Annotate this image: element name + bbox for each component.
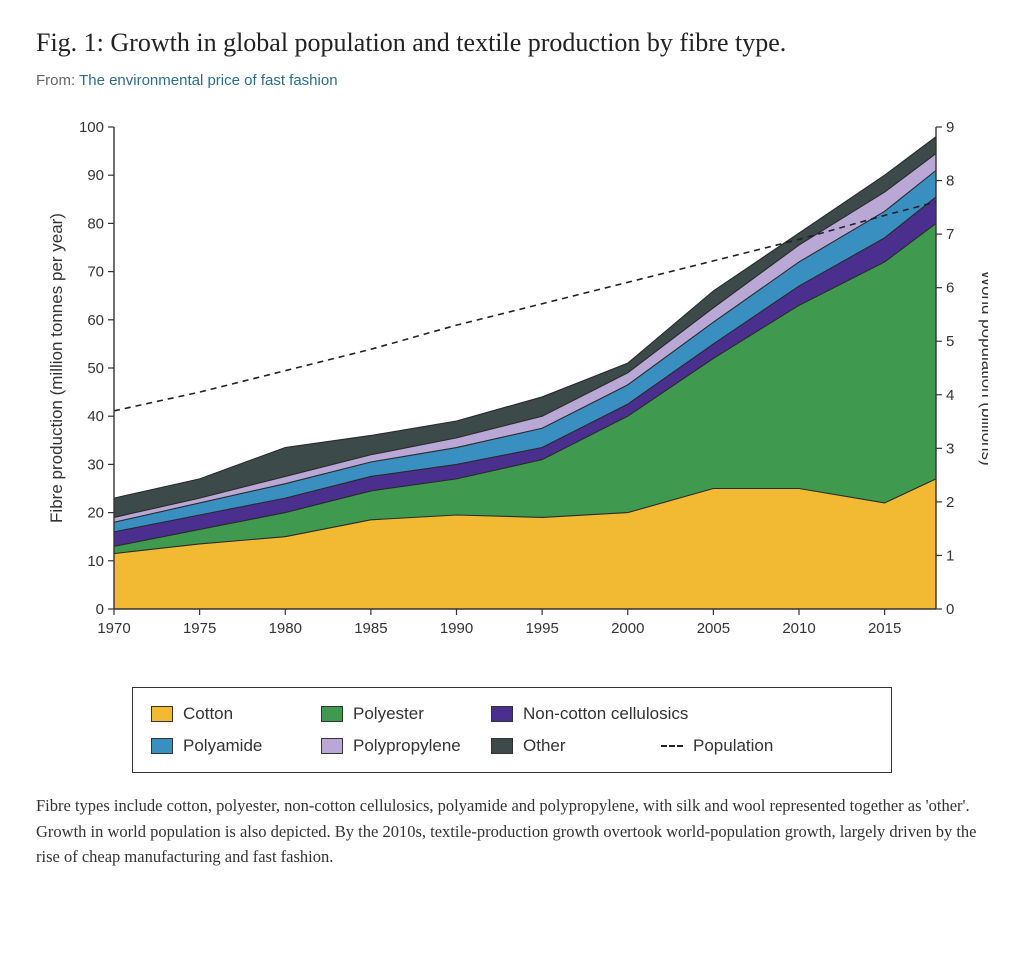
svg-text:2010: 2010 xyxy=(782,620,815,637)
svg-text:2000: 2000 xyxy=(611,620,644,637)
svg-text:1975: 1975 xyxy=(183,620,216,637)
svg-text:1990: 1990 xyxy=(440,620,473,637)
svg-text:1980: 1980 xyxy=(269,620,302,637)
svg-text:90: 90 xyxy=(87,167,104,184)
y-left-label: Fibre production (million tonnes per yea… xyxy=(47,213,66,523)
svg-text:100: 100 xyxy=(79,119,104,136)
svg-text:40: 40 xyxy=(87,408,104,425)
svg-text:2005: 2005 xyxy=(697,620,730,637)
legend-dash xyxy=(661,745,683,747)
legend-label: Non-cotton cellulosics xyxy=(523,704,688,724)
svg-text:0: 0 xyxy=(946,601,954,618)
svg-text:6: 6 xyxy=(946,280,954,297)
svg-text:2: 2 xyxy=(946,494,954,511)
legend-label: Cotton xyxy=(183,704,233,724)
svg-text:10: 10 xyxy=(87,553,104,570)
legend-label: Other xyxy=(523,736,566,756)
legend-label: Population xyxy=(693,736,773,756)
svg-text:3: 3 xyxy=(946,440,954,457)
legend-item: Polypropylene xyxy=(321,736,491,756)
chart-container: 0 10 20 30 40 50 60 70 80 90 100 0 1 2 3 4 5 6 7 8 9 1970 1975… xyxy=(36,109,988,669)
legend-swatch xyxy=(151,738,173,754)
stacked-area-chart: 0 10 20 30 40 50 60 70 80 90 100 0 1 2 3 4 5 6 7 8 9 1970 1975… xyxy=(36,109,988,669)
svg-text:70: 70 xyxy=(87,264,104,281)
svg-text:1970: 1970 xyxy=(97,620,130,637)
legend-swatch xyxy=(491,706,513,722)
figure-title: Fig. 1: Growth in global population and … xyxy=(36,28,988,58)
legend-swatch xyxy=(321,738,343,754)
svg-text:30: 30 xyxy=(87,456,104,473)
svg-text:0: 0 xyxy=(96,601,104,618)
legend-label: Polyester xyxy=(353,704,424,724)
legend: Cotton Polyester Non-cotton cellulosics Pol… xyxy=(132,687,892,773)
svg-text:8: 8 xyxy=(946,173,954,190)
legend-item: Polyamide xyxy=(151,736,321,756)
svg-text:9: 9 xyxy=(946,119,954,136)
figure-source-line: From: The environmental price of fast fa… xyxy=(36,72,988,89)
legend-label: Polypropylene xyxy=(353,736,461,756)
source-link[interactable]: The environmental price of fast fashion xyxy=(79,72,337,89)
legend-swatch xyxy=(321,706,343,722)
legend-item: Other xyxy=(491,736,661,756)
legend-label: Polyamide xyxy=(183,736,262,756)
svg-text:2015: 2015 xyxy=(868,620,901,637)
legend-swatch xyxy=(491,738,513,754)
legend-item: Population xyxy=(661,736,831,756)
svg-text:5: 5 xyxy=(946,333,954,350)
svg-text:1: 1 xyxy=(946,547,954,564)
svg-text:20: 20 xyxy=(87,505,104,522)
legend-swatch xyxy=(151,706,173,722)
figure-caption: Fibre types include cotton, polyester, n… xyxy=(36,793,988,870)
svg-text:7: 7 xyxy=(946,226,954,243)
legend-item: Cotton xyxy=(151,704,321,724)
svg-text:50: 50 xyxy=(87,360,104,377)
svg-text:80: 80 xyxy=(87,215,104,232)
svg-text:4: 4 xyxy=(946,387,954,404)
y-right-label: World population (billions) xyxy=(978,270,988,465)
legend-item: Non-cotton cellulosics xyxy=(491,704,751,724)
svg-text:1985: 1985 xyxy=(354,620,387,637)
svg-text:1995: 1995 xyxy=(525,620,558,637)
legend-item: Polyester xyxy=(321,704,491,724)
from-prefix: From: xyxy=(36,72,79,89)
svg-text:60: 60 xyxy=(87,312,104,329)
